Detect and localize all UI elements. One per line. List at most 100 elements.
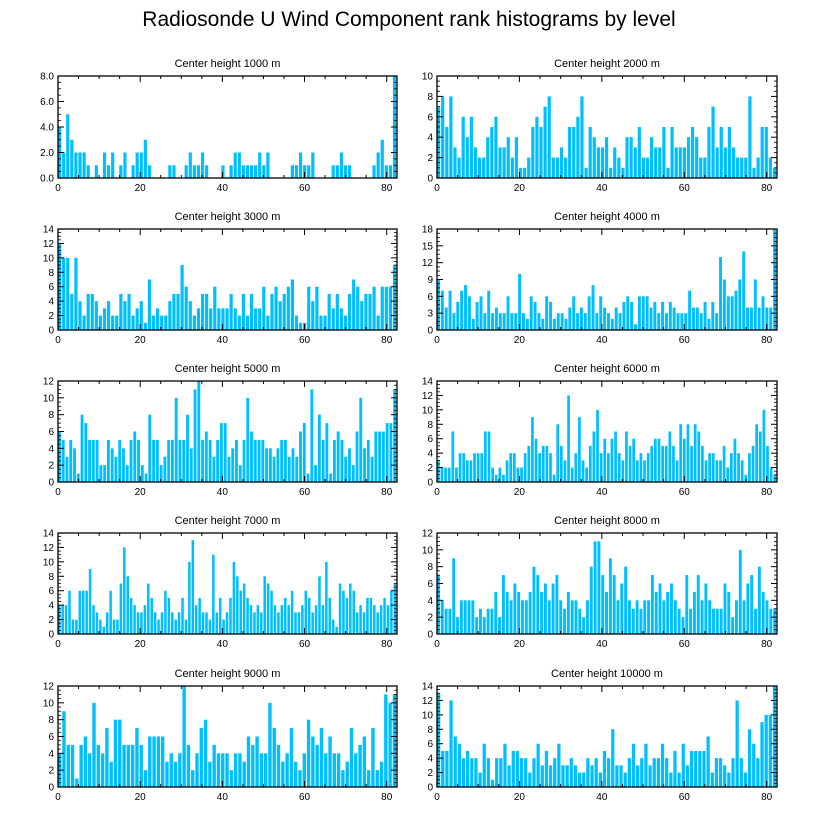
bar bbox=[734, 290, 738, 330]
bar bbox=[695, 307, 699, 330]
y-tick-label: 2 bbox=[427, 613, 433, 624]
bar bbox=[466, 750, 470, 787]
bar bbox=[452, 558, 456, 634]
bar bbox=[282, 293, 286, 330]
bar bbox=[458, 453, 462, 482]
bar bbox=[479, 296, 483, 330]
bar bbox=[665, 758, 669, 787]
bar bbox=[678, 147, 682, 178]
x-tick-label: 80 bbox=[761, 183, 773, 194]
panel-title: Center height 4000 m bbox=[554, 211, 660, 223]
bar bbox=[253, 439, 257, 482]
bar bbox=[302, 423, 306, 482]
bar bbox=[650, 445, 654, 482]
bar bbox=[314, 605, 318, 634]
bar bbox=[221, 165, 225, 178]
bar bbox=[600, 147, 605, 178]
bar bbox=[699, 157, 703, 178]
bar bbox=[150, 597, 153, 634]
bar bbox=[270, 590, 273, 634]
bar bbox=[501, 575, 505, 634]
bar bbox=[263, 576, 266, 634]
bar bbox=[229, 770, 234, 787]
bar bbox=[152, 439, 156, 482]
bar bbox=[684, 313, 688, 330]
bar bbox=[612, 575, 616, 634]
bar bbox=[757, 307, 761, 330]
bar bbox=[448, 608, 452, 634]
bar bbox=[685, 575, 689, 634]
bar bbox=[592, 137, 596, 178]
bar bbox=[457, 157, 461, 178]
bar bbox=[617, 453, 621, 482]
bar bbox=[298, 770, 302, 787]
bar bbox=[311, 612, 314, 634]
bar bbox=[92, 702, 96, 787]
bar bbox=[352, 279, 356, 330]
y-tick-label: 0 bbox=[427, 478, 433, 489]
bar bbox=[62, 711, 66, 787]
x-tick-label: 40 bbox=[596, 183, 608, 194]
x-tick-label: 60 bbox=[299, 487, 311, 498]
bar bbox=[159, 465, 163, 482]
bar bbox=[478, 772, 482, 787]
bar bbox=[719, 608, 723, 634]
bar bbox=[147, 279, 152, 330]
bar bbox=[527, 445, 531, 482]
panel-10: Center height 10000 m 0 20 40 60 80 0 2 4 6 8 10 12 1… bbox=[422, 668, 778, 803]
bar bbox=[143, 139, 147, 178]
bar bbox=[757, 566, 761, 634]
bar bbox=[502, 313, 506, 330]
bar bbox=[616, 600, 620, 634]
bar bbox=[543, 106, 547, 178]
x-tick-label: 0 bbox=[55, 183, 61, 194]
bar bbox=[668, 301, 672, 330]
bar bbox=[263, 753, 268, 787]
bar bbox=[266, 152, 270, 178]
bar bbox=[319, 728, 324, 787]
bar bbox=[753, 279, 757, 330]
bar bbox=[66, 744, 70, 787]
bar bbox=[471, 600, 475, 634]
chart-main-title: Radiosonde U Wind Component rank histogr… bbox=[142, 8, 676, 31]
y-tick-label: 10 bbox=[422, 405, 434, 416]
bar bbox=[574, 453, 578, 482]
bar bbox=[390, 590, 393, 634]
y-tick-label: 8 bbox=[427, 725, 433, 736]
y-tick-label: 2 bbox=[427, 153, 433, 164]
y-tick-label: 4 bbox=[48, 297, 54, 308]
bar bbox=[498, 313, 502, 330]
bar bbox=[752, 167, 756, 178]
bar bbox=[321, 605, 325, 634]
bar bbox=[686, 424, 690, 482]
panel-3: Center height 3000 m 0 20 40 60 80 0 2 4 6 8 10 12 14 bbox=[43, 211, 398, 346]
x-tick-label: 0 bbox=[434, 792, 440, 803]
x-tick-label: 20 bbox=[135, 183, 147, 194]
bar bbox=[341, 770, 345, 787]
bar bbox=[345, 761, 349, 787]
bar bbox=[736, 157, 740, 178]
bar bbox=[702, 750, 706, 787]
bar bbox=[241, 165, 245, 178]
x-tick-label: 20 bbox=[514, 335, 526, 346]
bar bbox=[135, 152, 139, 178]
bar bbox=[556, 424, 560, 482]
bar bbox=[290, 590, 294, 634]
x-tick-label: 0 bbox=[434, 639, 440, 650]
bar bbox=[256, 605, 260, 634]
bar bbox=[136, 612, 140, 634]
bar bbox=[301, 605, 304, 634]
bar bbox=[242, 583, 246, 634]
x-tick-label: 20 bbox=[514, 183, 526, 194]
bar bbox=[188, 152, 192, 178]
bar bbox=[556, 313, 560, 330]
bar bbox=[287, 605, 290, 634]
bar bbox=[109, 761, 113, 787]
bar bbox=[74, 152, 78, 178]
bar bbox=[315, 744, 319, 787]
y-tick-label: 3 bbox=[427, 309, 433, 320]
bar bbox=[672, 445, 675, 482]
bar bbox=[249, 605, 253, 634]
bar bbox=[386, 605, 390, 634]
bar bbox=[335, 165, 339, 178]
